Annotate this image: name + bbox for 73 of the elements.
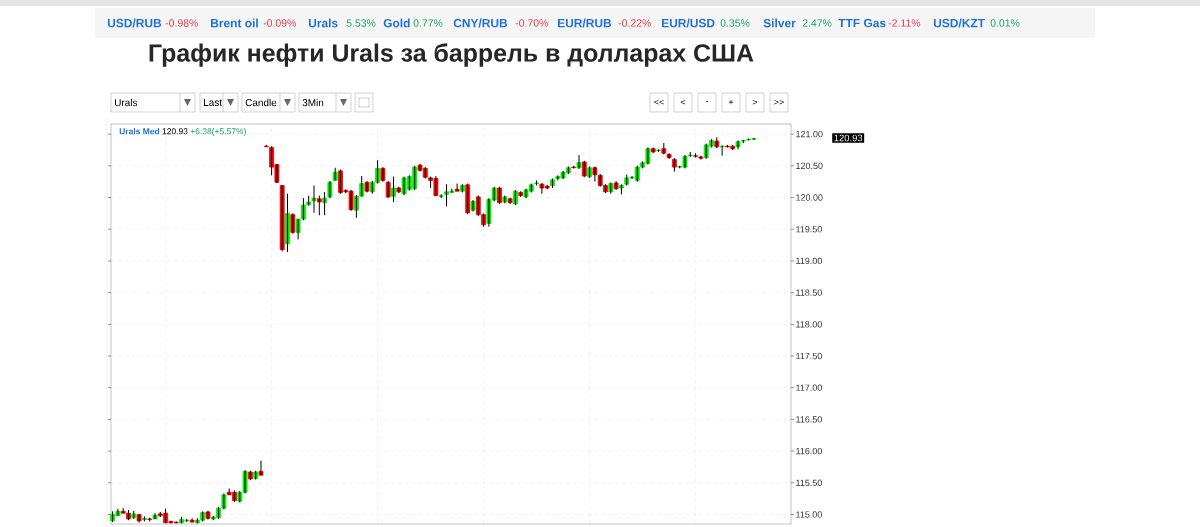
- candlestick: [131, 510, 137, 520]
- candlestick: [661, 142, 667, 155]
- candlestick: [550, 178, 555, 189]
- text: <: [680, 99, 686, 105]
- y-tick-label: 116.00: [796, 447, 822, 455]
- text: Gold: [383, 18, 410, 28]
- candlestick: [650, 146, 656, 154]
- y-tick-label: 115.50: [796, 479, 822, 486]
- candlestick: [581, 160, 587, 178]
- text: -2.11%: [888, 19, 921, 27]
- text: 5.53%: [346, 19, 376, 27]
- candlestick: [454, 183, 460, 192]
- candlestick: [459, 183, 465, 193]
- text: Candle: [245, 98, 277, 107]
- y-tick-label: 119.50: [796, 226, 822, 233]
- candlestick: [714, 136, 720, 149]
- y-tick-label: 119.00: [796, 257, 822, 265]
- text: 0.35%: [720, 19, 750, 27]
- candlestick: [438, 193, 444, 199]
- text: Urals: [114, 98, 138, 107]
- y-tick-label: 118.50: [796, 289, 822, 296]
- text: 0.01%: [990, 19, 1020, 27]
- text: CNY/RUB: [453, 18, 508, 28]
- chart-title: График нефти Urals за баррель в долларах США: [149, 43, 754, 67]
- candlestick: [507, 197, 513, 205]
- candlestick: [152, 512, 158, 520]
- annotation: Urals Med: [119, 128, 160, 135]
- text: EUR/RUB: [558, 18, 612, 28]
- candlestick: [189, 517, 195, 523]
- annotation: 120.93: [162, 128, 188, 135]
- text: 120.93: [834, 134, 863, 142]
- candlestick: [253, 470, 259, 481]
- y-tick-label: 120.00: [796, 194, 823, 201]
- candlestick: [618, 183, 624, 195]
- text: <<: [654, 99, 664, 105]
- text: Urals: [308, 18, 338, 28]
- candlestick: [656, 148, 661, 153]
- y-tick-label: 117.50: [796, 352, 822, 360]
- text: 3Min: [302, 98, 324, 107]
- text: +: [728, 99, 734, 105]
- y-tick-label: 120.50: [796, 162, 823, 170]
- candlestick: [247, 470, 253, 481]
- text: 2.47%: [802, 19, 832, 27]
- text: TTF Gas: [838, 18, 886, 28]
- candlestick: [687, 151, 693, 158]
- text: 0.77%: [413, 19, 443, 27]
- y-tick-label: 118.00: [796, 321, 822, 328]
- text: -: [705, 101, 709, 102]
- y-tick-label: 117.00: [796, 384, 822, 391]
- candlestick: [671, 157, 677, 173]
- text: >>: [774, 99, 784, 105]
- text: EUR/USD: [662, 18, 715, 28]
- y-tick-label: 121.00: [796, 130, 823, 138]
- text: -0.09%: [263, 19, 296, 27]
- y-tick-label: 115.00: [796, 511, 822, 518]
- candlestick: [258, 460, 264, 476]
- candlestick: [613, 180, 619, 191]
- text: Brent oil: [211, 18, 258, 28]
- candlestick: [391, 176, 396, 203]
- candlestick: [316, 195, 322, 216]
- text: -0.98%: [165, 19, 198, 27]
- text: Last: [204, 99, 222, 106]
- text: Silver: [763, 18, 796, 28]
- annotation: +6.38(+5.57%): [190, 128, 246, 136]
- text: USD/KZT: [933, 18, 985, 28]
- y-tick-label: 116.50: [796, 416, 822, 423]
- text: -0.70%: [515, 19, 548, 27]
- text: >: [752, 99, 758, 105]
- candlestick: [534, 179, 540, 186]
- candlestick: [205, 510, 211, 521]
- candlestick: [396, 186, 402, 194]
- text: -0.22%: [618, 19, 651, 27]
- text: USD/RUB: [107, 18, 162, 28]
